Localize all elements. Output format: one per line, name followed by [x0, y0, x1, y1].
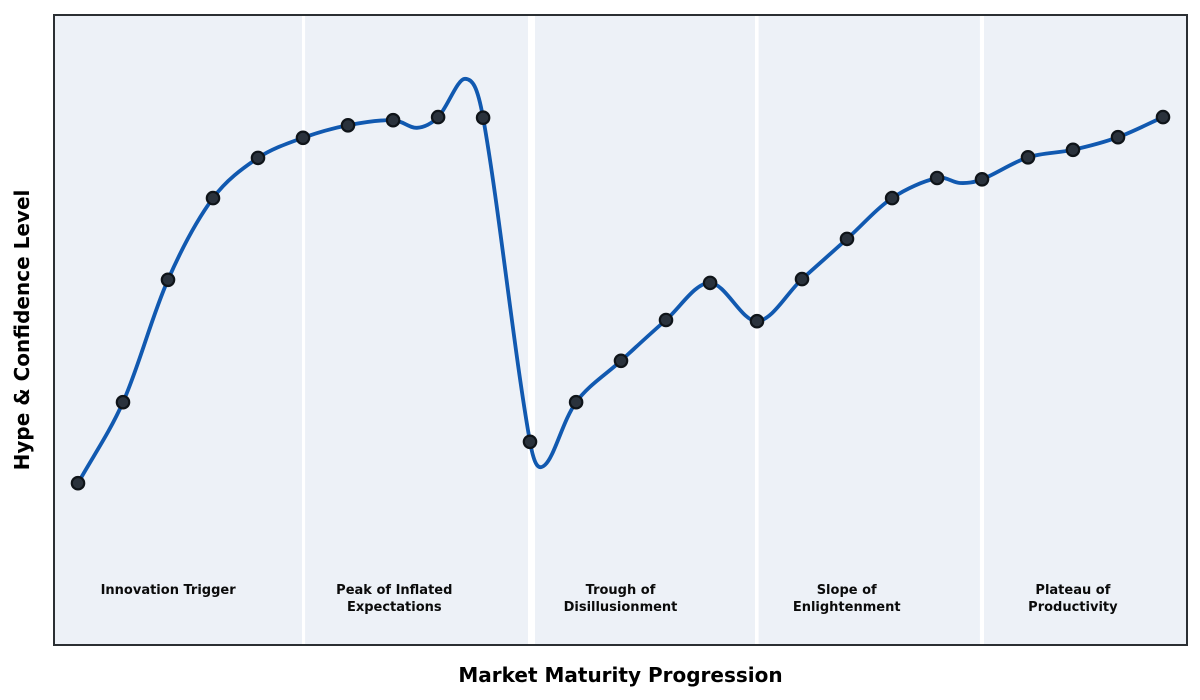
data-point: [115, 394, 131, 410]
phase-band: [758, 16, 980, 644]
data-point: [749, 313, 765, 329]
data-point: [1065, 142, 1081, 158]
phase-band: [984, 16, 1186, 644]
data-point: [340, 118, 356, 133]
data-point: [250, 150, 266, 166]
data-point: [70, 475, 86, 491]
hype-cycle-chart: [55, 16, 1186, 644]
data-point: [702, 275, 718, 291]
data-point: [385, 112, 401, 128]
data-point: [430, 109, 446, 125]
hype-curve: [76, 76, 1165, 486]
y-axis-label: Hype & Confidence Level: [10, 189, 34, 471]
phase-band: [305, 16, 528, 644]
data-point: [295, 130, 311, 146]
phase-bands: [55, 16, 1186, 644]
data-point: [160, 272, 176, 288]
data-point: [1155, 109, 1171, 125]
data-point: [929, 170, 945, 186]
data-point: [475, 110, 491, 125]
data-point: [974, 172, 990, 187]
data-point: [658, 312, 674, 328]
data-point: [205, 190, 221, 206]
data-point: [613, 353, 629, 369]
phase-band: [535, 16, 755, 644]
data-point: [522, 434, 538, 450]
plot-area: Innovation Trigger Peak of Inflated Expect…: [53, 14, 1188, 646]
data-point: [1020, 150, 1036, 165]
data-points: [70, 109, 1171, 491]
data-point: [884, 190, 900, 206]
data-point: [794, 271, 810, 287]
data-point: [568, 394, 584, 410]
x-axis-label: Market Maturity Progression: [458, 663, 783, 687]
data-point: [839, 231, 855, 247]
data-point: [1110, 129, 1126, 145]
phase-band: [55, 16, 302, 644]
